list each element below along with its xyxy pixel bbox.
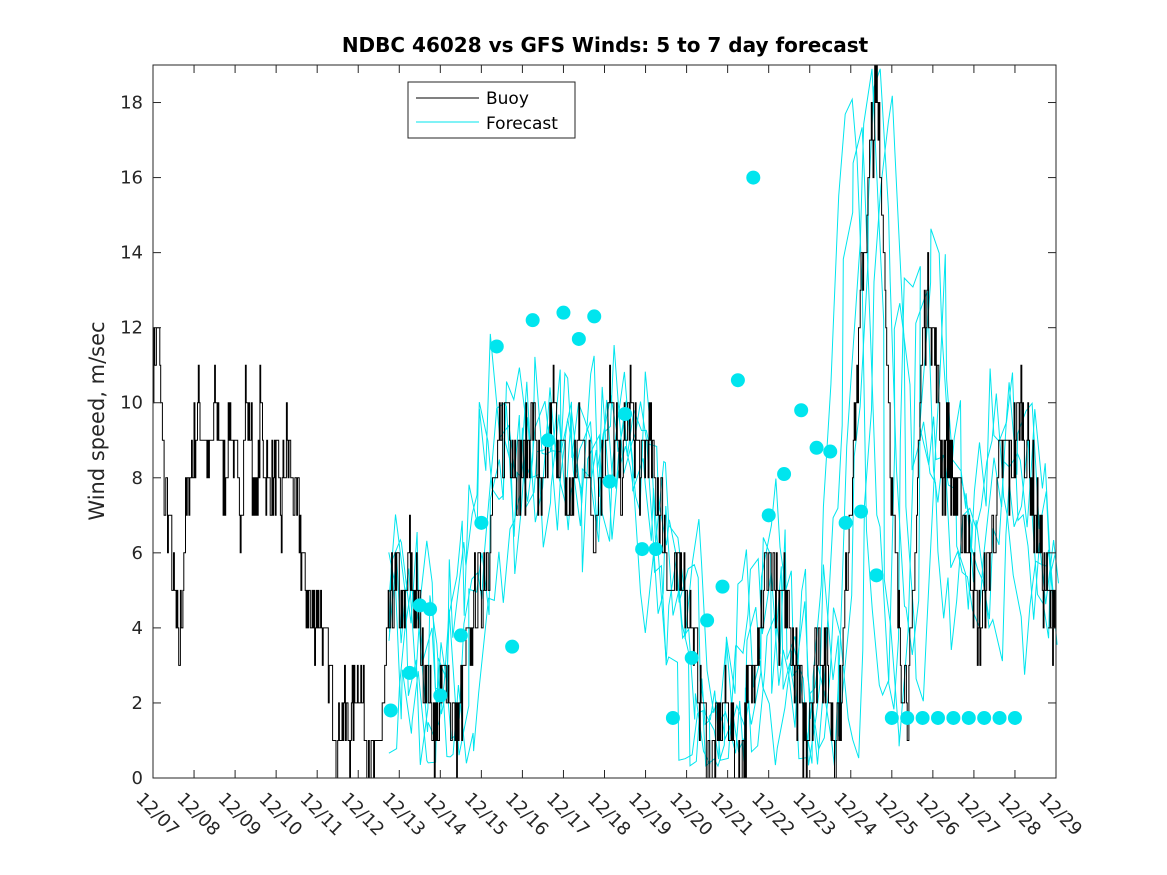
y-axis: 0 2 4 6 8 10 12 14 16 18	[120, 93, 1056, 789]
forecast-marker	[794, 403, 809, 418]
y-tick-label: 2	[132, 693, 143, 714]
x-tick-label: 12/20	[665, 789, 717, 841]
forecast-marker	[433, 688, 448, 703]
forecast-marker	[854, 504, 869, 519]
chart-title: NDBC 46028 vs GFS Winds: 5 to 7 day fore…	[342, 33, 869, 57]
y-tick-label: 10	[120, 393, 143, 414]
forecast-marker	[505, 639, 520, 654]
forecast-marker	[961, 710, 976, 725]
x-tick-label: 12/16	[501, 789, 553, 841]
x-tick-label: 12/27	[952, 789, 1004, 841]
forecast-marker	[900, 710, 915, 725]
x-tick-label: 12/28	[993, 789, 1045, 841]
x-tick-label: 12/13	[378, 789, 430, 841]
forecast-marker	[402, 665, 417, 680]
forecast-marker	[571, 331, 586, 346]
x-tick-label: 12/14	[419, 789, 471, 841]
forecast-marker	[838, 515, 853, 530]
forecast-marker	[602, 474, 617, 489]
x-tick-label: 12/10	[255, 789, 307, 841]
x-tick-label: 12/17	[542, 789, 594, 841]
forecast-marker	[977, 710, 992, 725]
legend-box	[407, 81, 576, 139]
x-tick-label: 12/19	[624, 789, 676, 841]
legend-forecast-label: Forecast	[486, 114, 558, 134]
buoy-series	[153, 64, 1056, 779]
plot-area	[152, 64, 1059, 779]
forecast-marker	[746, 170, 761, 185]
x-tick-label: 12/12	[337, 789, 389, 841]
forecast-marker	[587, 309, 602, 324]
y-axis-label: Wind speed, m/sec	[85, 321, 109, 520]
forecast-marker	[489, 339, 504, 354]
y-tick-label: 18	[120, 93, 143, 114]
legend-buoy-label: Buoy	[486, 89, 529, 109]
forecast-marker	[869, 568, 884, 583]
forecast-marker	[1007, 710, 1022, 725]
x-tick-label: 12/07	[131, 789, 183, 841]
x-tick-label: 12/18	[583, 789, 635, 841]
y-tick-label: 16	[120, 168, 143, 189]
x-tick-label: 12/11	[296, 789, 348, 841]
x-tick-label: 12/26	[911, 789, 963, 841]
forecast-marker	[761, 508, 776, 523]
x-tick-label: 12/08	[173, 789, 225, 841]
forecast-marker	[700, 613, 715, 628]
forecast-marker	[915, 710, 930, 725]
y-tick-label: 6	[132, 543, 143, 564]
x-tick-label: 12/25	[870, 789, 922, 841]
forecast-marker	[618, 406, 633, 421]
forecast-marker	[884, 710, 899, 725]
forecast-marker	[823, 444, 838, 459]
x-tick-label: 12/21	[706, 789, 758, 841]
forecast-marker	[777, 467, 792, 482]
forecast-marker	[730, 373, 745, 388]
forecast-marker	[453, 628, 468, 643]
forecast-marker	[715, 579, 730, 594]
x-tick-label: 12/09	[214, 789, 266, 841]
x-tick-label: 12/23	[788, 789, 840, 841]
y-tick-label: 14	[120, 243, 143, 264]
forecast-marker	[684, 650, 699, 665]
forecast-marker	[635, 542, 650, 557]
x-tick-label: 12/29	[1034, 789, 1086, 841]
forecast-marker	[474, 515, 489, 530]
forecast-marker	[946, 710, 961, 725]
y-tick-label: 8	[132, 468, 143, 489]
forecast-marker	[648, 542, 663, 557]
forecast-marker	[423, 602, 438, 617]
y-tick-label: 0	[132, 768, 143, 789]
x-tick-label: 12/22	[747, 789, 799, 841]
x-tick-label: 12/15	[460, 789, 512, 841]
buoy-line	[153, 64, 1056, 779]
y-tick-label: 12	[120, 318, 143, 339]
forecast-marker	[930, 710, 945, 725]
y-tick-label: 4	[132, 618, 143, 639]
forecast-marker	[992, 710, 1007, 725]
forecast-marker	[809, 440, 824, 455]
forecast-markers	[383, 170, 1022, 725]
forecast-marker	[525, 313, 540, 328]
forecast-marker	[665, 710, 680, 725]
forecast-trace	[388, 97, 1058, 768]
legend: Buoy Forecast	[407, 81, 576, 139]
forecast-marker	[556, 305, 571, 320]
forecast-marker	[383, 703, 398, 718]
forecast-marker	[541, 433, 556, 448]
x-tick-label: 12/24	[829, 789, 881, 841]
